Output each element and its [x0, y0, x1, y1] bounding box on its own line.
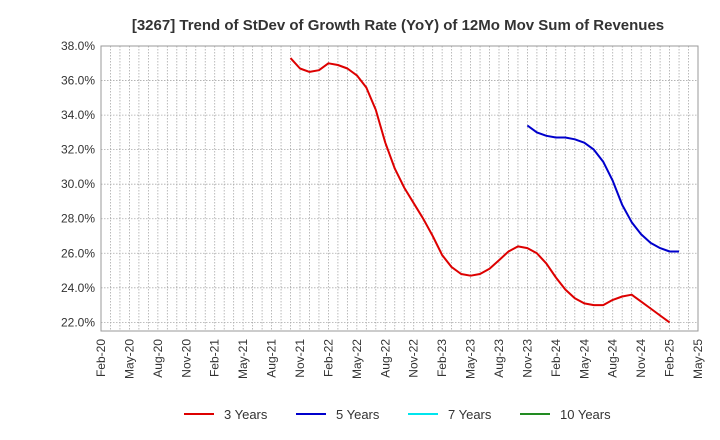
- x-tick-label: May-24: [577, 339, 591, 379]
- x-tick-label: Feb-20: [94, 339, 108, 377]
- grid: [101, 45, 698, 331]
- x-tick-label: Aug-21: [265, 339, 279, 378]
- x-tick-label: Nov-23: [520, 339, 534, 378]
- x-tick-label: Feb-23: [435, 339, 449, 377]
- x-axis: Feb-20 May-20 Aug-20 Nov-20 Feb-21 May-21 Aug-…: [94, 339, 705, 379]
- x-tick-label: Nov-24: [634, 339, 648, 378]
- x-tick-label: Nov-20: [179, 339, 193, 378]
- x-tick-label: Aug-24: [606, 339, 620, 378]
- series-line-3-years: [289, 57, 671, 324]
- legend: 3 Years 5 Years 7 Years 10 Years: [184, 407, 611, 422]
- series-line-5-years: [526, 124, 679, 253]
- legend-label: 10 Years: [560, 407, 611, 422]
- x-tick-label: May-21: [236, 339, 250, 379]
- legend-label: 7 Years: [448, 407, 492, 422]
- series-lines: [289, 57, 679, 324]
- y-tick-label: 30.0%: [61, 177, 95, 191]
- x-tick-label: Nov-21: [293, 339, 307, 378]
- y-tick-label: 22.0%: [61, 315, 95, 329]
- y-tick-label: 28.0%: [61, 212, 95, 226]
- y-tick-label: 34.0%: [61, 108, 95, 122]
- x-tick-label: May-23: [464, 339, 478, 379]
- y-tick-label: 26.0%: [61, 246, 95, 260]
- y-tick-label: 24.0%: [61, 281, 95, 295]
- x-tick-label: Aug-20: [151, 339, 165, 378]
- y-tick-label: 32.0%: [61, 143, 95, 157]
- y-axis: 22.0% 24.0% 26.0% 28.0% 30.0% 32.0% 34.0% 36.0%…: [61, 39, 95, 329]
- x-tick-label: Aug-22: [378, 339, 392, 378]
- x-tick-label: Feb-24: [549, 339, 563, 377]
- x-tick-label: Feb-21: [208, 339, 222, 377]
- x-tick-label: May-25: [691, 339, 705, 379]
- chart-title: [3267] Trend of StDev of Growth Rate (Yo…: [132, 17, 664, 34]
- x-tick-label: Nov-22: [407, 339, 421, 378]
- x-tick-label: May-20: [122, 339, 136, 379]
- y-tick-label: 36.0%: [61, 74, 95, 88]
- y-tick-label: 38.0%: [61, 39, 95, 53]
- legend-label: 3 Years: [224, 407, 268, 422]
- x-tick-label: Aug-23: [492, 339, 506, 378]
- x-tick-label: May-22: [350, 339, 364, 379]
- x-tick-label: Feb-25: [663, 339, 677, 377]
- legend-label: 5 Years: [336, 407, 380, 422]
- x-tick-label: Feb-22: [321, 339, 335, 377]
- plot-frame: [100, 45, 699, 332]
